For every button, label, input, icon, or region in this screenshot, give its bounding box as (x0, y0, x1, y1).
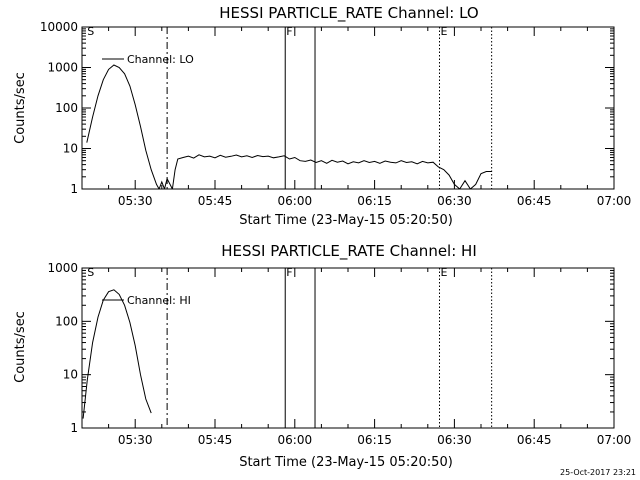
series-line (86, 64, 492, 189)
event-marker-label: S (87, 266, 94, 279)
chart-title: HESSI PARTICLE_RATE Channel: HI (221, 242, 477, 261)
y-tick-label: 10 (63, 142, 78, 156)
event-marker-label: E (441, 25, 448, 38)
plot-frame (81, 267, 615, 429)
x-tick-label: 05:30 (118, 194, 153, 208)
x-tick-label: 06:45 (517, 433, 552, 447)
y-tick-label: 10 (63, 368, 78, 382)
y-tick-label: 100 (55, 314, 78, 328)
event-marker-label: S (87, 25, 94, 38)
y-axis-label: Counts/sec (13, 311, 28, 383)
event-marker-label: F (286, 25, 292, 38)
timestamp: 25-Oct-2017 23:21 (560, 468, 636, 477)
x-tick-label: 07:00 (597, 194, 632, 208)
y-tick-label: 100 (55, 101, 78, 115)
x-tick-label: 05:30 (118, 433, 153, 447)
x-axis-label: Start Time (23-May-15 05:20:50) (239, 213, 453, 228)
panel-channel-lo: HESSI PARTICLE_RATE Channel: LO Start Ti… (13, 4, 631, 228)
panel-channel-hi: HESSI PARTICLE_RATE Channel: HI Start Ti… (13, 242, 631, 470)
x-tick-label: 06:15 (357, 433, 392, 447)
x-tick-label: 05:45 (198, 433, 233, 447)
x-tick-label: 06:00 (278, 433, 313, 447)
x-tick-label: 06:30 (437, 194, 472, 208)
y-tick-label: 1 (70, 182, 78, 196)
event-marker-label: F (286, 266, 292, 279)
x-tick-label: 06:30 (437, 433, 472, 447)
legend-label: Channel: HI (127, 294, 191, 307)
legend-label: Channel: LO (127, 53, 194, 66)
x-tick-label: 07:00 (597, 433, 632, 447)
y-tick-label: 1000 (47, 61, 78, 75)
y-tick-label: 10000 (40, 20, 78, 34)
x-tick-label: 06:15 (357, 194, 392, 208)
event-marker-label: E (441, 266, 448, 279)
series-line (82, 289, 152, 419)
x-tick-label: 05:45 (198, 194, 233, 208)
x-axis-label: Start Time (23-May-15 05:20:50) (239, 455, 453, 470)
chart-title: HESSI PARTICLE_RATE Channel: LO (219, 4, 478, 23)
y-tick-label: 1000 (47, 261, 78, 275)
y-axis-label: Counts/sec (13, 72, 28, 144)
x-tick-label: 06:45 (517, 194, 552, 208)
x-tick-label: 06:00 (278, 194, 313, 208)
plot-frame (81, 26, 615, 190)
y-tick-label: 1 (70, 421, 78, 435)
